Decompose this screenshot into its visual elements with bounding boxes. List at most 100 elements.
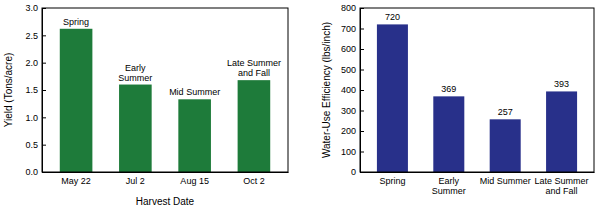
y-tick-mark bbox=[360, 152, 364, 153]
x-tick-label-line: Late Summer bbox=[535, 176, 589, 186]
y-tick: 800 bbox=[341, 3, 364, 13]
y-tick-label: 1.0 bbox=[25, 113, 38, 123]
y-tick-label: 2.0 bbox=[25, 58, 38, 68]
bars bbox=[377, 24, 577, 172]
x-tick-label: Jul 2 bbox=[126, 176, 145, 186]
x-tick-label-line: May 22 bbox=[61, 176, 91, 186]
y-tick-label: 1.5 bbox=[25, 85, 38, 95]
y-tick-label: 0 bbox=[351, 167, 356, 177]
y-tick-label: 400 bbox=[341, 85, 356, 95]
chart-panel: 0.00.51.01.52.02.53.0May 22Jul 2Aug 15Oc… bbox=[3, 3, 289, 207]
plot-frame bbox=[42, 8, 288, 172]
x-tick-label: Aug 15 bbox=[180, 176, 209, 186]
bar-annotation: Mid Summer bbox=[169, 87, 220, 97]
x-tick: Late Summerand Fall bbox=[535, 172, 589, 196]
y-tick-label: 200 bbox=[341, 126, 356, 136]
x-tick: Aug 15 bbox=[180, 172, 209, 186]
x-tick: Oct 2 bbox=[243, 172, 265, 186]
x-tick-label-line: Mid Summer bbox=[480, 176, 531, 186]
x-tick-label: Spring bbox=[379, 176, 405, 186]
bar bbox=[546, 91, 577, 172]
bar bbox=[238, 80, 271, 172]
y-tick-label: 0.5 bbox=[25, 140, 38, 150]
x-tick-label-line: Oct 2 bbox=[243, 176, 265, 186]
y-axis: 0.00.51.01.52.02.53.0 bbox=[25, 3, 46, 177]
y-tick: 1.0 bbox=[25, 113, 46, 123]
y-tick: 600 bbox=[341, 44, 364, 54]
x-axis-line bbox=[361, 172, 595, 173]
y-tick-mark bbox=[360, 70, 364, 71]
bar-annotation-line: Summer bbox=[118, 73, 152, 83]
bar bbox=[119, 85, 152, 172]
x-axis-line bbox=[43, 172, 289, 173]
bar bbox=[178, 99, 211, 172]
bars bbox=[60, 29, 270, 172]
x-tick-label-line: Jul 2 bbox=[126, 176, 145, 186]
plot-frame bbox=[360, 8, 594, 172]
bar-annotation-line: Late Summer bbox=[227, 58, 281, 68]
y-tick-label: 3.0 bbox=[25, 3, 38, 13]
y-tick-label: 800 bbox=[341, 3, 356, 13]
y-tick: 200 bbox=[341, 126, 364, 136]
x-tick: May 22 bbox=[61, 172, 91, 186]
y-tick-mark bbox=[42, 8, 46, 9]
x-tick-label: Mid Summer bbox=[480, 176, 531, 186]
y-tick-mark bbox=[42, 145, 46, 146]
y-tick-label: 500 bbox=[341, 65, 356, 75]
bar-annotation: Spring bbox=[63, 17, 89, 27]
x-axis: May 22 Jul 2 Aug 15 Oct 2 bbox=[43, 172, 289, 186]
x-axis: Spring EarlySummer Mid Summer Late Summeran… bbox=[361, 172, 595, 196]
data-label: 369 bbox=[441, 84, 456, 94]
x-axis-title: Harvest Date bbox=[136, 196, 195, 207]
y-tick-mark bbox=[360, 131, 364, 132]
y-tick: 2.5 bbox=[25, 31, 46, 41]
y-tick-mark bbox=[42, 117, 46, 118]
y-tick-mark bbox=[42, 63, 46, 64]
bar bbox=[377, 24, 408, 172]
y-tick-label: 700 bbox=[341, 24, 356, 34]
y-tick: 3.0 bbox=[25, 3, 46, 13]
y-tick: 100 bbox=[341, 147, 364, 157]
x-tick-label-line: Aug 15 bbox=[180, 176, 209, 186]
x-tick: Mid Summer bbox=[480, 172, 531, 186]
chart-panel: 0 100 200 300 400 500 600 700 800 Spring EarlySumm… bbox=[321, 3, 595, 196]
y-axis-title: Water-Use Efficiency (lbs/inch) bbox=[321, 22, 332, 158]
y-tick: 0.5 bbox=[25, 140, 46, 150]
y-tick-mark bbox=[360, 111, 364, 112]
bar-annotation-line: Mid Summer bbox=[169, 87, 220, 97]
bar-annotation-line: Early bbox=[125, 63, 146, 73]
y-tick-mark bbox=[360, 29, 364, 30]
y-tick-mark bbox=[360, 8, 364, 9]
x-tick-label-line: Spring bbox=[379, 176, 405, 186]
bar-annotation: Late Summerand Fall bbox=[227, 58, 281, 78]
x-tick-label: Oct 2 bbox=[243, 176, 265, 186]
x-tick: Spring bbox=[379, 172, 405, 186]
y-tick-mark bbox=[42, 35, 46, 36]
bar bbox=[60, 29, 93, 172]
y-tick: 2.0 bbox=[25, 58, 46, 68]
x-tick-label: May 22 bbox=[61, 176, 91, 186]
bar-annotation-line: Spring bbox=[63, 17, 89, 27]
x-tick-label: EarlySummer bbox=[432, 176, 466, 196]
y-tick-label: 2.5 bbox=[25, 31, 38, 41]
x-tick-label-line: and Fall bbox=[546, 186, 578, 196]
y-axis: 0 100 200 300 400 500 600 700 800 bbox=[341, 3, 364, 177]
data-label: 720 bbox=[385, 12, 400, 22]
y-tick: 700 bbox=[341, 24, 364, 34]
data-label: 257 bbox=[498, 107, 513, 117]
y-tick-mark bbox=[360, 90, 364, 91]
y-tick: 500 bbox=[341, 65, 364, 75]
y-tick-mark bbox=[42, 90, 46, 91]
data-label: 393 bbox=[554, 79, 569, 89]
y-tick-label: 100 bbox=[341, 147, 356, 157]
bar-annotation-line: and Fall bbox=[238, 68, 270, 78]
y-tick-label: 300 bbox=[341, 106, 356, 116]
y-tick: 1.5 bbox=[25, 85, 46, 95]
y-tick-mark bbox=[360, 49, 364, 50]
bar-annotation: EarlySummer bbox=[118, 63, 152, 83]
y-tick: 400 bbox=[341, 85, 364, 95]
x-tick-label-line: Summer bbox=[432, 186, 466, 196]
y-axis-title: Yield (Tons/acre) bbox=[3, 53, 14, 128]
y-tick-label: 600 bbox=[341, 44, 356, 54]
x-tick: EarlySummer bbox=[432, 172, 466, 196]
